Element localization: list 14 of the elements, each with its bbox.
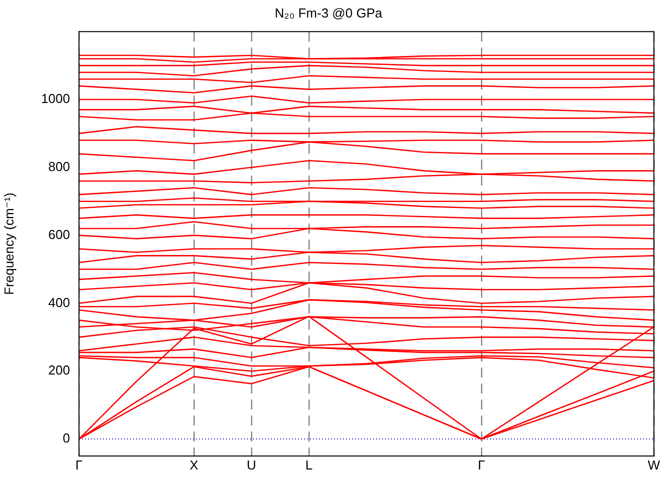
chart-title: N₂₀ Fm-3 @0 GPa [274,5,383,20]
x-tick-label: U [246,457,256,472]
x-tick-label: X [190,457,199,472]
y-tick-label: 1000 [41,91,70,106]
y-axis-title: Frequency (cm⁻¹) [1,192,16,295]
y-tick-label: 800 [48,158,70,174]
y-tick-label: 200 [48,362,70,378]
y-tick-label: 400 [48,294,70,310]
x-tick-label: Γ [478,457,485,472]
y-tick-label: 600 [48,226,70,242]
y-tick-label: 0 [62,430,70,446]
x-tick-label: Γ [75,457,83,472]
x-tick-label: L [305,457,313,472]
x-tick-label: W [648,457,661,472]
